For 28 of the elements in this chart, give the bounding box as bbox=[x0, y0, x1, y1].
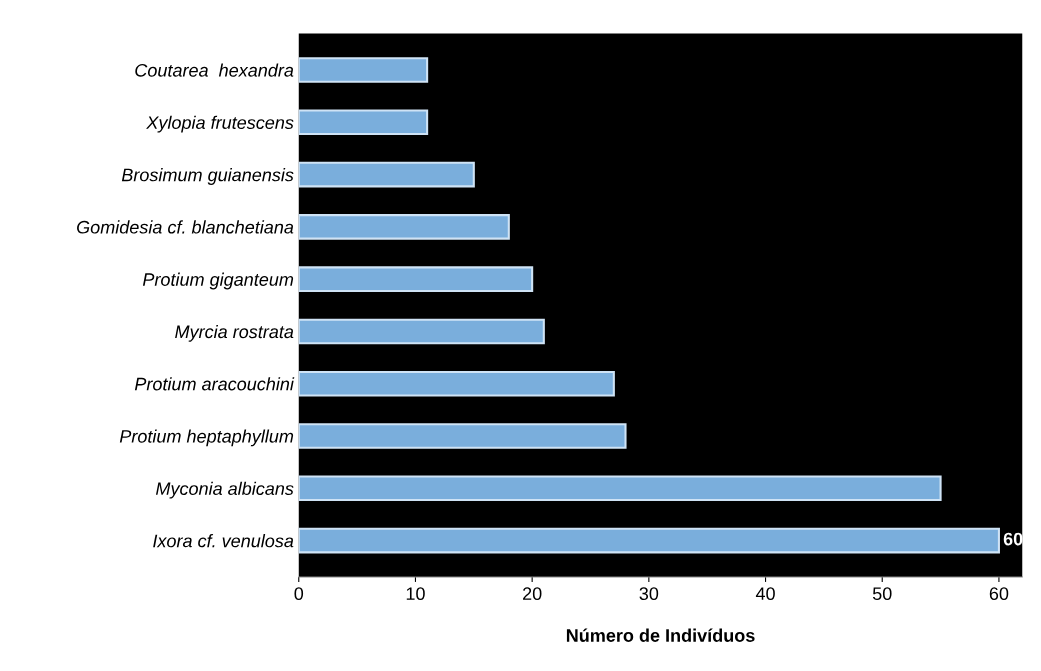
y-tick-label: Myrcia rostrata bbox=[175, 324, 294, 342]
y-tick-label: Protium giganteum bbox=[142, 272, 294, 290]
y-tick-label: Protium aracouchini bbox=[134, 377, 295, 391]
bar bbox=[298, 109, 429, 136]
bar bbox=[298, 370, 615, 397]
bar bbox=[298, 161, 475, 188]
bar bbox=[298, 475, 942, 502]
bar bbox=[298, 57, 429, 83]
x-tick-label: 60 bbox=[989, 587, 1009, 601]
y-tick-label: Xylopia frutescens bbox=[146, 115, 294, 133]
x-tick-label: 0 bbox=[294, 587, 304, 601]
y-tick-label: Coutarea hexandra bbox=[135, 63, 294, 77]
bar bbox=[298, 527, 1000, 554]
x-tick-label: 50 bbox=[872, 587, 892, 601]
x-tick-label: 30 bbox=[639, 587, 659, 601]
x-tick-label: 40 bbox=[755, 587, 775, 601]
y-tick-label: Myconia albicans bbox=[155, 481, 294, 499]
bar bbox=[298, 423, 627, 449]
bar bbox=[298, 214, 510, 240]
y-tick-label: Protium heptaphyllum bbox=[119, 429, 294, 447]
x-tick-label: 20 bbox=[523, 587, 542, 601]
x-axis-title: Número de Indivíduos bbox=[566, 628, 755, 642]
y-tick-label: Ixora cf. venulosa bbox=[153, 534, 294, 548]
bar bbox=[298, 318, 545, 345]
y-tick-label: Gomidesia cf. blanchetiana bbox=[77, 220, 294, 234]
y-tick-label: Brosimum guianensis bbox=[121, 168, 294, 185]
bar bbox=[298, 266, 534, 292]
x-tick-label: 10 bbox=[406, 587, 425, 601]
